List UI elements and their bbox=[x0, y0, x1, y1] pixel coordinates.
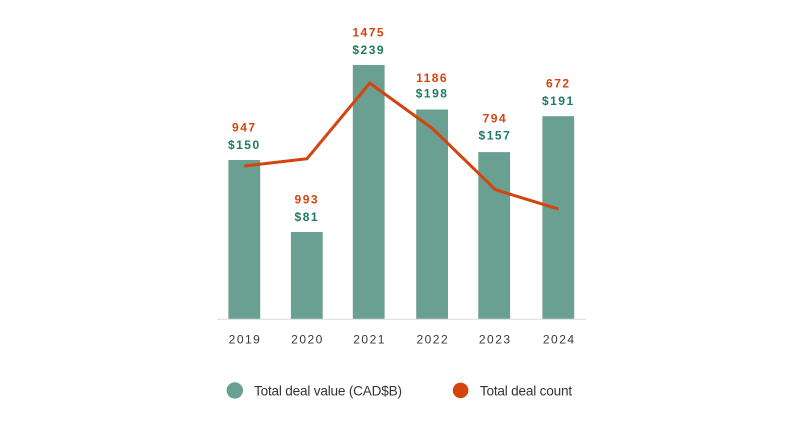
svg-text:1475: 1475 bbox=[352, 26, 385, 40]
svg-text:$81: $81 bbox=[295, 210, 320, 224]
svg-text:672: 672 bbox=[546, 77, 571, 91]
svg-text:2022: 2022 bbox=[416, 333, 449, 347]
svg-text:2019: 2019 bbox=[229, 333, 262, 347]
svg-text:$157: $157 bbox=[479, 129, 512, 143]
svg-text:$239: $239 bbox=[352, 43, 385, 57]
svg-text:2021: 2021 bbox=[353, 333, 386, 347]
svg-text:2024: 2024 bbox=[543, 333, 576, 347]
svg-text:1186: 1186 bbox=[416, 71, 448, 85]
svg-text:947: 947 bbox=[232, 121, 257, 135]
svg-text:993: 993 bbox=[295, 193, 320, 207]
svg-text:$198: $198 bbox=[416, 87, 449, 101]
svg-text:2023: 2023 bbox=[479, 333, 512, 347]
svg-text:2020: 2020 bbox=[291, 333, 324, 347]
svg-text:Total deal value (CAD$B): Total deal value (CAD$B) bbox=[254, 384, 402, 399]
svg-text:$191: $191 bbox=[542, 94, 575, 108]
svg-text:Total deal count: Total deal count bbox=[480, 384, 572, 399]
svg-text:794: 794 bbox=[483, 111, 508, 125]
svg-text:$150: $150 bbox=[228, 138, 261, 152]
